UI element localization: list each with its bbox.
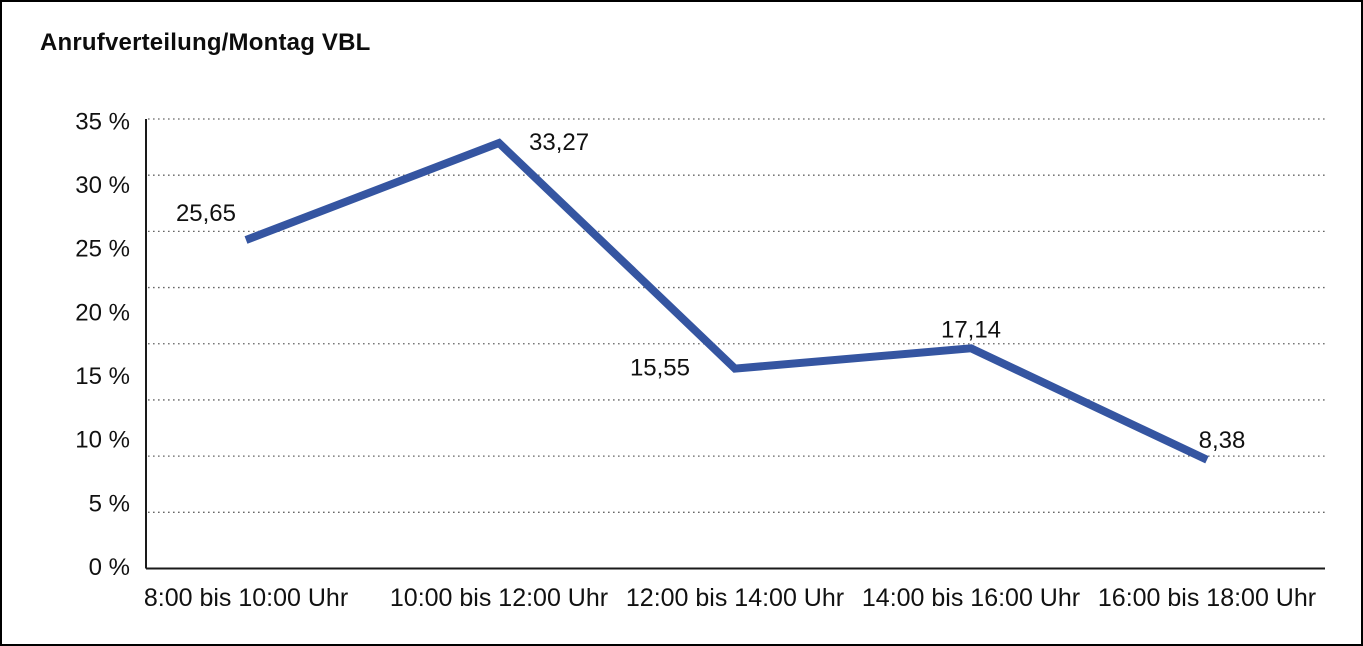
data-point-label: 25,65 [176,200,236,227]
y-axis-tick-label: 25 % [75,236,130,263]
y-axis-tick-label: 0 % [89,554,130,581]
y-axis-tick-label: 30 % [75,172,130,199]
x-axis-tick-label: 12:00 bis 14:00 Uhr [626,584,844,612]
y-axis-tick-label: 10 % [75,427,130,454]
y-axis-tick-label: 15 % [75,363,130,390]
x-axis-tick-label: 8:00 bis 10:00 Uhr [144,584,348,612]
data-point-label: 15,55 [630,355,690,382]
data-point-label: 8,38 [1199,427,1246,454]
y-axis-tick-label: 20 % [75,299,130,326]
x-axis-tick-label: 14:00 bis 16:00 Uhr [862,584,1080,612]
x-axis-tick-label: 10:00 bis 12:00 Uhr [390,584,608,612]
data-point-label: 17,14 [941,316,1001,343]
x-axis-tick-label: 16:00 bis 18:00 Uhr [1098,584,1316,612]
chart-title: Anrufverteilung/Montag VBL [40,29,371,56]
data-point-label: 33,27 [529,129,589,156]
y-axis-tick-label: 35 % [75,108,130,135]
y-axis-tick-label: 5 % [89,490,130,517]
data-series-line [244,138,1209,464]
